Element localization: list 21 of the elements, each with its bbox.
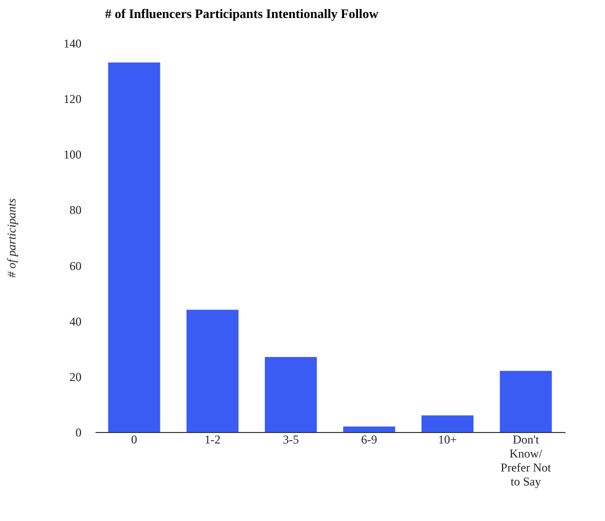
y-tick-label: 100 bbox=[64, 148, 82, 162]
y-tick-label: 60 bbox=[70, 258, 82, 273]
y-tick-label: 20 bbox=[70, 370, 82, 384]
x-tick-label: 1-2 bbox=[204, 432, 220, 446]
x-tick-label: 10+ bbox=[438, 432, 458, 446]
bar bbox=[422, 415, 474, 432]
bar bbox=[500, 370, 552, 432]
bar bbox=[108, 62, 160, 432]
x-tick-label: Don't Know/ Prefer Not to Say bbox=[500, 432, 552, 488]
y-tick-label: 140 bbox=[64, 36, 82, 50]
x-tick-label: 0 bbox=[131, 432, 138, 446]
y-axis-title: # of participants bbox=[4, 198, 18, 278]
x-tick-label: 6-9 bbox=[361, 432, 378, 446]
x-tick-label: 3-5 bbox=[282, 432, 299, 446]
y-tick-label: 120 bbox=[64, 92, 82, 106]
bar bbox=[264, 356, 317, 432]
chart-title: # of Influencers Participants Intentionally Follow bbox=[105, 6, 379, 21]
bar bbox=[186, 310, 238, 432]
y-tick-label: 40 bbox=[70, 314, 82, 328]
bar bbox=[343, 426, 396, 432]
y-tick-label: 80 bbox=[70, 203, 82, 218]
